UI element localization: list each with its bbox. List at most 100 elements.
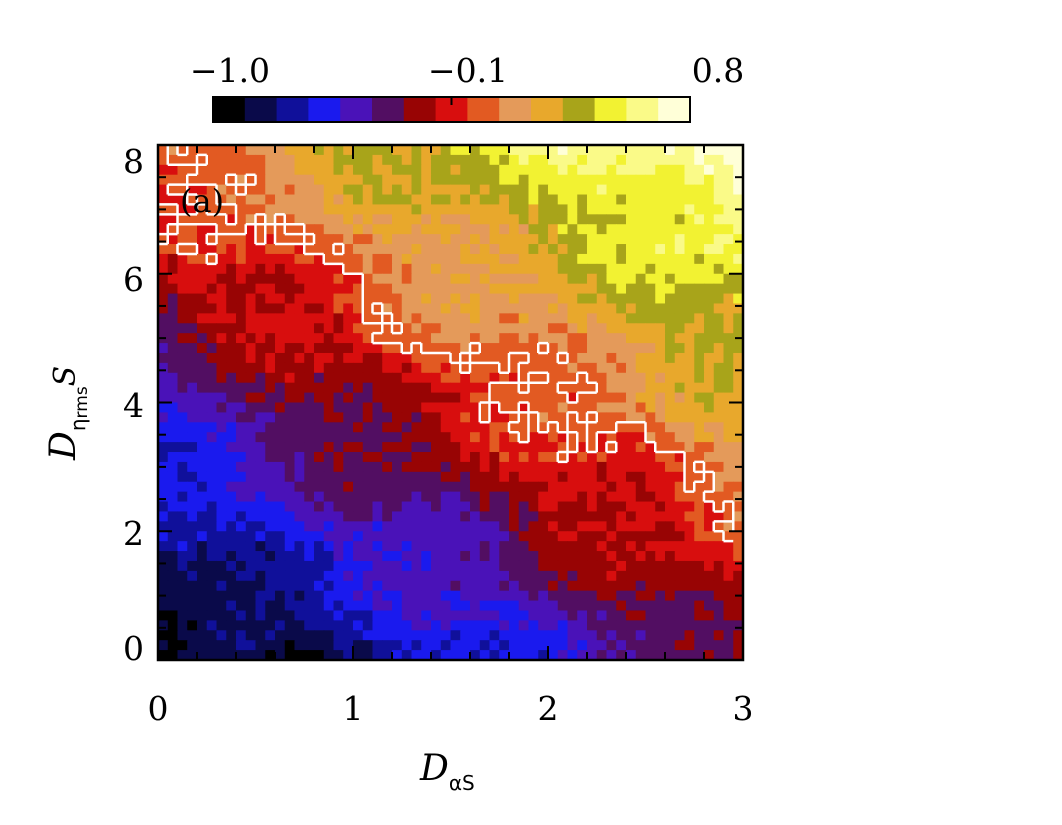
heatmap-cell xyxy=(645,303,656,314)
heatmap-cell xyxy=(626,154,637,166)
heatmap-cell xyxy=(167,541,178,552)
heatmap-cell xyxy=(177,640,188,651)
heatmap-cell xyxy=(674,541,685,552)
heatmap-cell xyxy=(158,521,169,532)
heatmap-cell xyxy=(684,471,695,483)
heatmap-cell xyxy=(314,244,325,255)
heatmap-cell xyxy=(626,630,637,641)
heatmap-cell xyxy=(557,164,568,176)
heatmap-cell xyxy=(206,313,217,324)
heatmap-cell xyxy=(255,521,266,532)
heatmap-cell xyxy=(548,293,559,304)
heatmap-cell xyxy=(450,184,461,196)
heatmap-cell xyxy=(616,333,627,344)
heatmap-cell xyxy=(528,293,539,304)
heatmap-cell xyxy=(226,194,237,205)
heatmap-cell xyxy=(518,372,529,384)
heatmap-cell xyxy=(460,253,471,265)
heatmap-cell xyxy=(587,372,598,384)
heatmap-cell xyxy=(674,362,685,374)
heatmap-cell xyxy=(567,283,578,295)
heatmap-cell xyxy=(411,412,422,423)
heatmap-cell xyxy=(684,412,695,423)
heatmap-cell xyxy=(470,313,481,324)
heatmap-cell xyxy=(314,600,325,611)
heatmap-cell xyxy=(167,620,178,631)
heatmap-cell xyxy=(284,501,295,512)
heatmap-cell xyxy=(684,442,695,453)
heatmap-cell xyxy=(362,372,373,384)
heatmap-cell xyxy=(245,432,256,443)
heatmap-cell xyxy=(694,650,705,660)
heatmap-cell xyxy=(713,263,724,275)
heatmap-cell xyxy=(294,422,305,433)
heatmap-cell xyxy=(499,432,510,443)
heatmap-cell xyxy=(421,234,432,245)
heatmap-cell xyxy=(587,461,598,473)
heatmap-cell xyxy=(479,303,490,314)
heatmap-cell xyxy=(450,620,461,631)
heatmap-cell xyxy=(216,650,227,660)
heatmap-cell xyxy=(216,640,227,651)
heatmap-cell xyxy=(509,650,520,660)
heatmap-cell xyxy=(694,412,705,423)
heatmap-cell xyxy=(226,214,237,225)
heatmap-cell xyxy=(333,362,344,374)
heatmap-cell xyxy=(528,145,539,156)
heatmap-cell xyxy=(723,580,734,592)
heatmap-cell xyxy=(294,283,305,295)
heatmap-cell xyxy=(655,560,666,572)
heatmap-cell xyxy=(655,422,666,433)
heatmap-cell xyxy=(265,174,276,186)
heatmap-cell xyxy=(489,352,500,364)
heatmap-cell xyxy=(411,600,422,611)
heatmap-cell xyxy=(606,224,617,235)
heatmap-cell xyxy=(509,164,520,176)
heatmap-cell xyxy=(284,442,295,453)
heatmap-cell xyxy=(567,214,578,225)
heatmap-cell xyxy=(674,551,685,562)
heatmap-cell xyxy=(440,402,451,413)
heatmap-cell xyxy=(236,620,247,631)
heatmap-cell xyxy=(587,521,598,532)
heatmap-cell xyxy=(167,234,178,245)
heatmap-cell xyxy=(421,610,432,621)
heatmap-cell xyxy=(733,541,743,552)
heatmap-cell xyxy=(616,382,627,394)
heatmap-cell xyxy=(450,303,461,314)
heatmap-cell xyxy=(323,273,334,285)
heatmap-cell xyxy=(304,600,315,611)
heatmap-cell xyxy=(255,174,266,186)
heatmap-cell xyxy=(548,224,559,235)
heatmap-cell xyxy=(411,432,422,443)
heatmap-cell xyxy=(177,620,188,631)
heatmap-cell xyxy=(206,194,217,205)
heatmap-cell xyxy=(323,362,334,374)
heatmap-cell xyxy=(489,422,500,433)
heatmap-cell xyxy=(236,501,247,512)
heatmap-cell xyxy=(284,521,295,532)
heatmap-cell xyxy=(187,580,198,592)
heatmap-cell xyxy=(294,184,305,196)
heatmap-cell xyxy=(674,511,685,522)
heatmap-cell xyxy=(450,323,461,334)
heatmap-cell xyxy=(284,184,295,196)
heatmap-cell xyxy=(577,283,588,295)
heatmap-cell xyxy=(587,412,598,423)
heatmap-cell xyxy=(323,481,334,493)
heatmap-cell xyxy=(587,323,598,334)
heatmap-cell xyxy=(392,244,403,255)
heatmap-cell xyxy=(694,560,705,572)
heatmap-cell xyxy=(635,293,646,304)
heatmap-cell xyxy=(197,343,208,354)
heatmap-cell xyxy=(450,194,461,205)
heatmap-cell xyxy=(704,640,715,651)
heatmap-cell xyxy=(616,352,627,364)
heatmap-cell xyxy=(158,145,169,156)
heatmap-cell xyxy=(216,372,227,384)
heatmap-cell xyxy=(216,184,227,196)
heatmap-cell xyxy=(616,521,627,532)
heatmap-cell xyxy=(674,145,685,156)
heatmap-cell xyxy=(635,501,646,512)
heatmap-cell xyxy=(704,600,715,611)
